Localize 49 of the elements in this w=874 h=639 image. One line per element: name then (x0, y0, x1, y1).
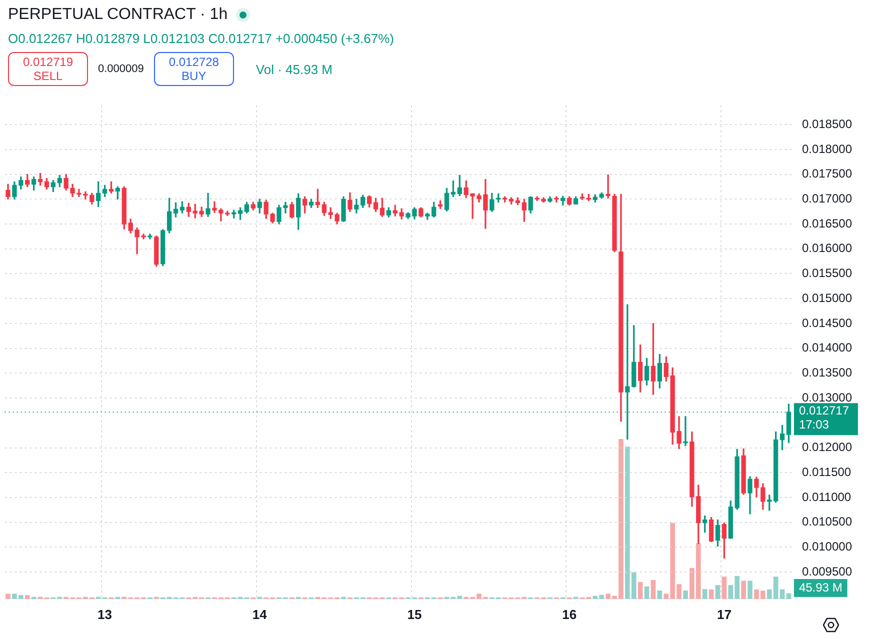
text: 0.012719 SELL (8, 52, 88, 86)
y-tick-label: 0.016500 (802, 216, 852, 230)
y-tick-label: 0.012000 (802, 440, 852, 454)
candlestick (683, 416, 688, 446)
bar (780, 590, 785, 600)
y-tick-label: 0.011500 (802, 464, 852, 479)
bar (683, 590, 688, 600)
chart-title: PERPETUAL CONTRACT · 1h (8, 6, 228, 24)
x-tick-label: 13 (98, 606, 112, 622)
y-tick-label: 0.017500 (802, 166, 852, 181)
bar (748, 581, 752, 600)
candlestick (206, 192, 210, 217)
text: Vol · 45.93 M (256, 62, 332, 76)
bar (708, 590, 714, 600)
text: 45.93 M (798, 580, 842, 595)
bar (715, 585, 720, 600)
ref-line-label: 0.012717 17:03 (798, 403, 850, 432)
y-tick-label: 0.014000 (802, 340, 852, 355)
y-tick-label: 0.013500 (802, 365, 852, 380)
bar (24, 596, 30, 600)
y-tick-label: 0.010500 (802, 514, 852, 529)
y-tick-label: 0.010000 (802, 540, 852, 554)
bar (650, 580, 656, 600)
y-tick-label: 0.009500 (802, 564, 852, 578)
x-tick-label: 16 (562, 606, 577, 622)
y-tick-label: 0.015500 (802, 266, 852, 280)
bar (6, 594, 10, 600)
bar (722, 576, 727, 600)
y-tick-label: 0.018500 (802, 116, 852, 131)
x-tick-label: 17 (716, 606, 732, 622)
bar (786, 594, 792, 600)
y-tick-label: 0.016000 (802, 241, 852, 256)
y-tick-label: 0.018000 (802, 142, 852, 156)
bar (644, 586, 650, 600)
text: 0.000009 (98, 63, 144, 75)
y-tick-label: 0.017000 (802, 191, 852, 206)
bar (702, 589, 708, 600)
x-tick-label: 15 (407, 606, 422, 622)
chart-subtitle: O0.012267 H0.012879 L0.012103 C0.012717 +0.000450 (+3.67%) (8, 31, 394, 46)
bar (741, 581, 746, 600)
text: 0.012728 BUY (154, 52, 234, 86)
y-tick-label: 0.011000 (802, 490, 852, 504)
bar (638, 582, 643, 600)
y-tick-label: 0.013000 (802, 390, 852, 404)
candlestick (606, 174, 610, 199)
y-tick-label: 0.015000 (802, 290, 852, 305)
bar (657, 590, 662, 600)
x-tick-label: 14 (252, 606, 268, 622)
y-tick-label: 0.014500 (802, 316, 852, 330)
